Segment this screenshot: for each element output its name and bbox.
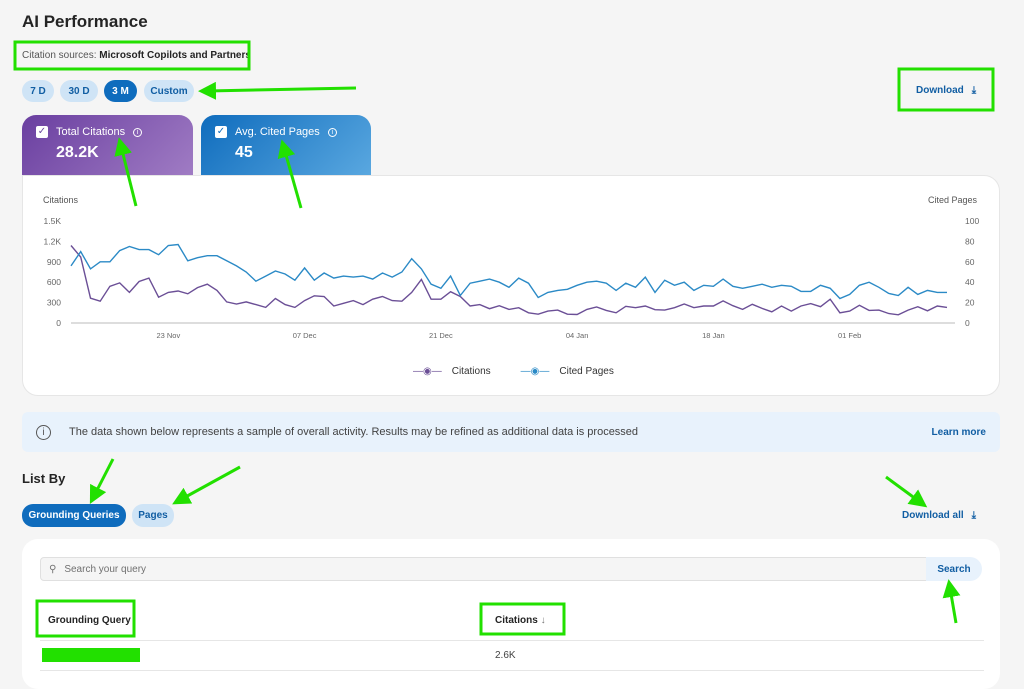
search-icon: ⚲ [49, 563, 57, 575]
metric-value: 45 [235, 144, 253, 161]
citations-header-label: Citations [495, 615, 538, 626]
info-circle-icon: i [36, 424, 51, 440]
column-header-citations[interactable]: Citations ↓ [495, 615, 546, 626]
legend-cited-pages-label[interactable]: Cited Pages [559, 366, 614, 377]
citations-cell: 2.6K [495, 650, 516, 661]
info-icon[interactable]: i [133, 127, 143, 137]
legend-citations-label[interactable]: Citations [451, 366, 491, 377]
range-7d-button[interactable]: 7 D [22, 80, 54, 102]
range-custom-button[interactable]: Custom [144, 80, 194, 102]
checkbox-checked-icon[interactable]: ✓ [215, 126, 227, 138]
metric-total-citations[interactable]: ✓ Total Citations i 28.2K [22, 115, 193, 177]
y-tick-right: 60 [965, 257, 975, 267]
download-all-button[interactable]: Download all ⤓ [902, 510, 976, 521]
annotation-arrow [89, 458, 115, 505]
x-tick: 07 Dec [293, 331, 317, 340]
y-tick-right: 40 [965, 277, 975, 287]
download-arrow-icon: ⤓ [971, 510, 977, 521]
x-tick: 23 Nov [156, 331, 180, 340]
range-30d-button[interactable]: 30 D [60, 80, 98, 102]
line-chart: 0 300 600 900 1.2K 1.5K 0 20 40 60 80 100 23 Nov 07 D… [44, 216, 980, 340]
tab-pages[interactable]: Pages [132, 504, 174, 527]
metric-label: Total Citations [56, 126, 126, 138]
search-input[interactable]: ⚲ Search your query [40, 557, 927, 581]
x-tick: 01 Feb [838, 331, 861, 340]
y-tick-right: 20 [965, 298, 975, 308]
x-tick: 21 Dec [429, 331, 453, 340]
metric-value: 28.2K [56, 144, 99, 161]
banner-text: The data shown below represents a sample… [69, 426, 639, 438]
y-axis-right-title: Cited Pages [928, 195, 978, 205]
annotation-arrow [172, 465, 241, 505]
annotation-arrow [885, 475, 928, 508]
info-banner: i The data shown below represents a samp… [22, 412, 1000, 452]
page-title: AI Performance [22, 12, 148, 31]
range-3m-button[interactable]: 3 M [104, 80, 137, 102]
sort-descending-icon: ↓ [540, 615, 546, 626]
x-tick: 18 Jan [702, 331, 725, 340]
checkbox-checked-icon[interactable]: ✓ [36, 126, 48, 138]
y-tick-left: 0 [56, 318, 61, 328]
chart-legend: —◉— Citations —◉— Cited Pages [413, 366, 614, 377]
column-header-grounding-query[interactable]: Grounding Query [48, 615, 131, 626]
y-tick-left: 1.2K [44, 236, 62, 246]
y-tick-left: 600 [47, 277, 61, 287]
series-line-cited-pages[interactable] [70, 243, 947, 300]
search-placeholder: Search your query [64, 563, 147, 575]
divider [40, 640, 984, 641]
divider [40, 670, 984, 671]
y-tick-right: 0 [965, 318, 970, 328]
y-tick-left: 300 [47, 298, 61, 308]
y-tick-left: 900 [47, 257, 61, 267]
search-button[interactable]: Search [926, 557, 982, 581]
y-axis-left-title: Citations [43, 195, 79, 205]
learn-more-link[interactable]: Learn more [931, 426, 986, 438]
legend-cited-pages-marker-icon[interactable]: —◉— [520, 366, 550, 377]
series-line-citations[interactable] [70, 245, 948, 316]
metric-label: Avg. Cited Pages [235, 126, 320, 138]
info-icon[interactable]: i [327, 127, 337, 137]
list-by-title: List By [22, 471, 66, 486]
redacted-query-cell[interactable] [42, 648, 140, 662]
tab-grounding-queries[interactable]: Grounding Queries [22, 504, 126, 527]
x-tick: 04 Jan [566, 331, 589, 340]
y-tick-right: 100 [965, 216, 979, 226]
y-tick-right: 80 [965, 236, 975, 246]
download-all-label: Download all [902, 510, 964, 521]
legend-citations-marker-icon[interactable]: —◉— [413, 366, 442, 377]
y-tick-left: 1.5K [44, 216, 62, 226]
